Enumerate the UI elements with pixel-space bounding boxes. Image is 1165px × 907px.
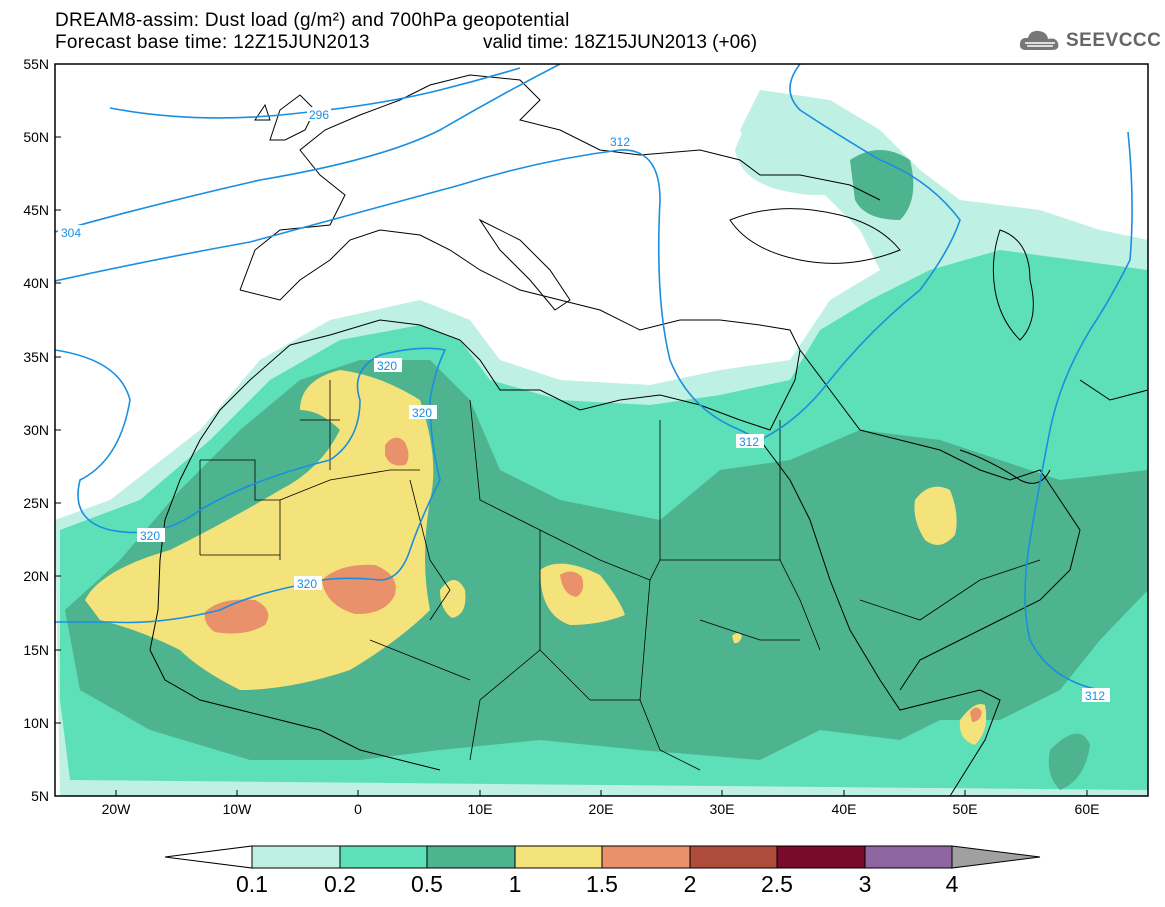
lat-labels: 55N 50N 45N 40N 35N 30N 25N 20N 15N 10N … <box>23 56 49 804</box>
colorbar-box <box>776 845 866 869</box>
dust-level-1.5-mauritania <box>204 599 269 634</box>
lat-label: 10N <box>23 715 49 731</box>
lon-label: 40E <box>832 801 857 817</box>
lon-label: 20W <box>102 801 132 817</box>
dust-level-0.5-east <box>1048 733 1090 790</box>
colorbar-label: 1.5 <box>586 871 618 897</box>
colorbar-label: 4 <box>946 871 959 897</box>
contour-312-far-east <box>1024 131 1133 691</box>
colorbar-box <box>864 845 953 869</box>
colorbar-label: 0.1 <box>236 871 268 897</box>
lat-label: 20N <box>23 568 49 584</box>
contour-label: 320 <box>377 359 397 373</box>
lat-label: 50N <box>23 129 49 145</box>
dust-level-1.5-somalia <box>970 707 982 722</box>
coast-med-north <box>239 229 801 351</box>
contour-label-group: 296 304 312 320 320 320 320 312 312 <box>58 107 1110 703</box>
contour-label: 312 <box>1085 689 1105 703</box>
coast-africa-north <box>289 319 801 431</box>
lat-label: 55N <box>23 56 49 72</box>
colorbar-label: 2 <box>684 871 697 897</box>
colorbar-label: 3 <box>859 871 872 897</box>
lat-label: 30N <box>23 422 49 438</box>
lon-label: 60E <box>1075 801 1100 817</box>
colorbar-box <box>339 845 428 869</box>
cloud-icon <box>1019 30 1059 50</box>
colorbar-under-arrow <box>164 845 253 869</box>
lon-label: 10E <box>468 801 493 817</box>
contour-296 <box>109 67 521 119</box>
contour-312-east <box>759 64 961 441</box>
axis-ticks <box>55 63 1088 797</box>
lat-label: 15N <box>23 642 49 658</box>
lat-label: 5N <box>31 788 49 804</box>
colorbar-box <box>689 845 778 869</box>
colorbar-box <box>251 845 341 869</box>
borders <box>199 380 1041 771</box>
lat-label: 40N <box>23 275 49 291</box>
dust-field <box>55 90 1148 796</box>
contour-label: 312 <box>610 135 630 149</box>
dust-level-1.0-niger <box>440 580 466 618</box>
lon-label: 30E <box>710 801 735 817</box>
dust-level-1.0-arabia <box>914 486 957 545</box>
dust-level-1.5-mali <box>322 564 396 615</box>
contour-label: 304 <box>61 226 81 240</box>
coastlines <box>149 74 1148 796</box>
contour-label: 312 <box>739 435 759 449</box>
coast-arabia <box>799 349 1081 691</box>
coast-caspian <box>992 229 1034 341</box>
coast-italy <box>478 218 571 311</box>
coast-europe <box>239 74 881 291</box>
coast-uk <box>254 94 316 141</box>
colorbar-label: 1 <box>509 871 522 897</box>
colorbar-box <box>514 845 603 869</box>
lat-label: 35N <box>23 349 49 365</box>
colorbar-over-arrow <box>951 845 1041 869</box>
coast-redsea <box>759 439 1001 796</box>
lon-label: 50E <box>953 801 978 817</box>
coast-black-sea <box>729 208 901 264</box>
valid-time: valid time: 18Z15JUN2013 (+06) <box>483 32 758 53</box>
colorbar-label: 0.2 <box>324 871 356 897</box>
lon-labels: 20W 10W 0 10E 20E 30E 40E 50E 60E <box>102 801 1100 817</box>
seevccc-logo: SEEVCCC <box>1018 28 1161 54</box>
dust-level-1.0-spot <box>732 633 742 644</box>
coast-persian-gulf <box>959 449 1051 484</box>
coast-africa-west <box>149 344 441 771</box>
forecast-base-time: Forecast base time: 12Z15JUN2013 <box>55 32 370 53</box>
contour-304 <box>55 64 561 233</box>
contour-label: 296 <box>309 108 329 122</box>
lon-label: 10W <box>223 801 253 817</box>
lat-label: 25N <box>23 495 49 511</box>
map-title: DREAM8-assim: Dust load (g/m²) and 700hP… <box>55 10 570 31</box>
coast-east <box>1079 379 1148 401</box>
colorbar: 0.1 0.2 0.5 1 1.5 2 2.5 3 4 <box>164 845 1041 897</box>
contour-label: 320 <box>412 406 432 420</box>
logo-text: SEEVCCC <box>1066 30 1162 51</box>
lon-label: 20E <box>589 801 614 817</box>
colorbar-box <box>426 845 516 869</box>
contour-320 <box>55 347 447 624</box>
colorbar-box <box>601 845 691 869</box>
contour-label: 320 <box>297 577 317 591</box>
dust-level-1.5-tchad <box>560 571 584 597</box>
dust-level-0.1-north <box>735 95 850 195</box>
lon-label: 0 <box>354 801 362 817</box>
geopotential-contours <box>55 64 1133 691</box>
colorbar-label: 2.5 <box>761 871 793 897</box>
contour-label: 320 <box>140 529 160 543</box>
contour-312-north <box>55 149 761 441</box>
lat-label: 45N <box>23 202 49 218</box>
dust-level-1.5-algeria <box>385 437 409 466</box>
colorbar-label: 0.5 <box>411 871 443 897</box>
